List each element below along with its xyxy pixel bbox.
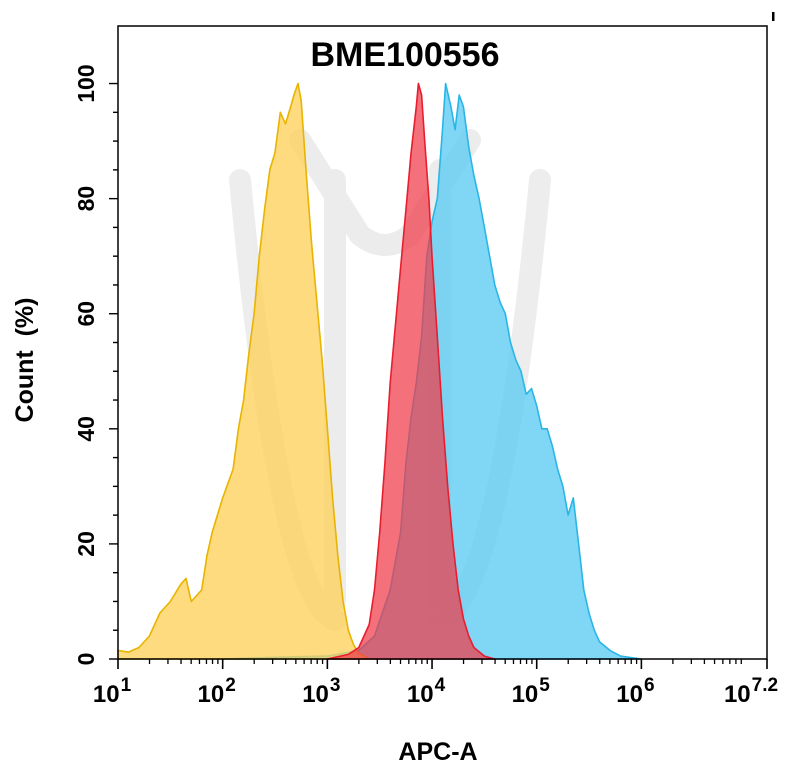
y-tick-label: 100: [73, 64, 99, 102]
y-axis-label: Count (%): [11, 298, 39, 423]
x-tick-label: 102: [198, 675, 236, 708]
y-tick-label: 0: [73, 653, 99, 666]
histogram-series-1: [117, 82, 370, 660]
y-tick-label: 20: [73, 531, 99, 557]
histogram-series-2: [326, 82, 496, 660]
x-tick-label: 107.2: [724, 675, 778, 708]
x-tick-label: 105: [512, 675, 551, 708]
x-tick-label: 101: [93, 675, 132, 708]
corner-mark: [772, 12, 775, 21]
x-axis-label: APC-A: [398, 738, 477, 766]
x-tick-label: 104: [407, 675, 446, 708]
y-axis: 0 20 40 60 80 100: [73, 64, 118, 665]
y-tick-label: 80: [73, 186, 99, 212]
chart-title: BME100556: [310, 36, 499, 74]
x-tick-label: 106: [616, 675, 654, 708]
x-tick-label: 103: [302, 675, 340, 708]
y-tick-label: 40: [73, 416, 99, 442]
x-axis: 101 102 103 104 105 106 107.2: [93, 659, 778, 708]
series-layer: [117, 82, 643, 660]
y-tick-label: 60: [73, 301, 99, 327]
